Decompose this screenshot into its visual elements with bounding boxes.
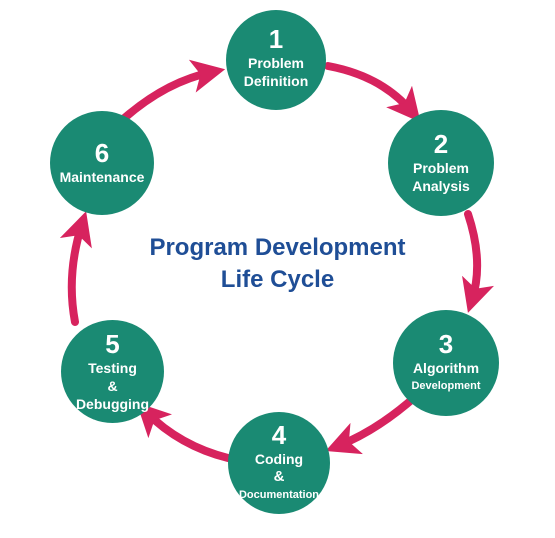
step-label: Maintenance <box>59 169 145 185</box>
step-label: Definition <box>243 73 309 89</box>
step-label: Development <box>411 380 481 392</box>
arrow-5-to-6 <box>59 211 92 326</box>
step-number: 5 <box>105 328 120 359</box>
step-number: 4 <box>271 420 287 450</box>
step-4-node: 4 Coding & Documentation <box>228 412 330 514</box>
diagram-title: Program Development Life Cycle <box>100 232 455 296</box>
step-2-node: 2 Problem Analysis <box>388 110 494 216</box>
title-line-1: Program Development <box>149 234 406 261</box>
step-number: 1 <box>268 24 284 54</box>
step-number: 6 <box>94 138 110 168</box>
step-label: Documentation <box>238 489 320 501</box>
arrow-3-to-4 <box>325 392 420 455</box>
step-label: Algorithm <box>412 360 480 376</box>
step-number: 2 <box>433 129 449 159</box>
arrow-4-to-5 <box>136 402 232 462</box>
step-5-node: 5 Testing & Debugging <box>61 320 164 423</box>
arrow-6-to-1 <box>116 59 226 126</box>
step-label: Testing <box>88 359 137 376</box>
step-label: Debugging <box>75 395 150 412</box>
step-label: Coding <box>254 451 304 467</box>
step-number: 3 <box>438 329 454 359</box>
arrow-1-to-2 <box>324 62 421 123</box>
title-line-2: Life Cycle <box>220 266 335 293</box>
step-6-node: 6 Maintenance <box>50 111 154 215</box>
step-label: Problem <box>412 160 469 176</box>
step-label: Problem <box>247 55 304 71</box>
step-label: & <box>107 377 118 394</box>
step-1-node: 1 Problem Definition <box>226 10 326 110</box>
step-3-node: 3 Algorithm Development <box>393 310 499 416</box>
step-label: Analysis <box>412 178 470 194</box>
step-label: & <box>273 468 285 485</box>
arrow-2-to-3 <box>462 210 495 313</box>
